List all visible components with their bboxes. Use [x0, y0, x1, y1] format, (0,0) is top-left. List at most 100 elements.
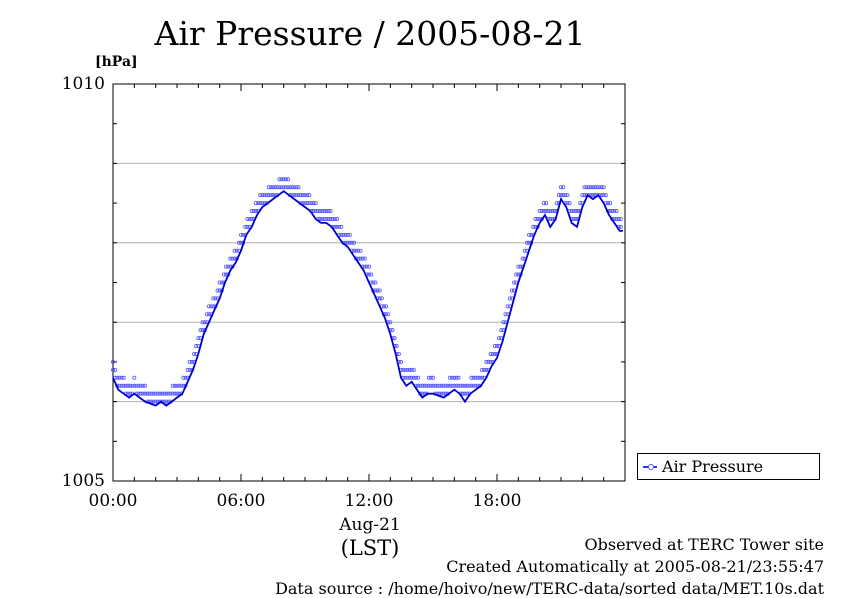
data-point	[527, 240, 532, 245]
data-point	[373, 288, 378, 293]
data-point	[217, 288, 222, 293]
data-point	[277, 177, 282, 182]
data-point	[345, 240, 350, 245]
x-tick-1200: 12:00	[344, 491, 394, 511]
data-point	[339, 232, 344, 237]
legend-entry-air-pressure: Air Pressure	[662, 457, 764, 476]
data-point	[132, 383, 137, 388]
data-point	[305, 193, 310, 198]
data-point	[578, 201, 583, 206]
data-point	[556, 193, 561, 198]
data-point	[375, 288, 380, 293]
data-point	[573, 216, 578, 221]
data-point	[317, 216, 322, 221]
data-point	[224, 264, 229, 269]
data-point	[288, 185, 293, 190]
data-point	[552, 209, 557, 214]
data-point	[584, 185, 589, 190]
data-point	[371, 280, 376, 285]
data-point	[486, 359, 491, 364]
data-point	[618, 216, 623, 221]
data-point	[565, 193, 570, 198]
data-point	[569, 209, 574, 214]
y-tick-min: 1005	[61, 471, 105, 491]
data-point	[117, 375, 122, 380]
data-point	[373, 280, 378, 285]
data-point	[187, 359, 192, 364]
data-point	[181, 375, 186, 380]
footer-source: Data source : /home/hoivo/new/TERC-data/…	[275, 579, 824, 598]
data-point	[196, 336, 201, 341]
data-point	[339, 224, 344, 229]
data-point	[384, 304, 389, 309]
data-point	[608, 201, 613, 206]
data-point	[550, 209, 555, 214]
data-point	[128, 391, 133, 396]
data-point	[245, 216, 250, 221]
data-point	[456, 383, 461, 388]
data-point	[264, 193, 269, 198]
data-point	[420, 383, 425, 388]
data-point	[366, 272, 371, 277]
data-point	[151, 399, 156, 404]
data-point	[232, 248, 237, 253]
data-point	[258, 201, 263, 206]
data-point	[302, 193, 307, 198]
data-point	[258, 193, 263, 198]
data-point	[450, 383, 455, 388]
data-point	[445, 383, 450, 388]
data-point	[324, 216, 329, 221]
data-point	[302, 201, 307, 206]
data-point	[403, 375, 408, 380]
data-point	[544, 201, 549, 206]
x-tick-0600: 06:00	[216, 491, 266, 511]
data-point	[268, 185, 273, 190]
data-point	[309, 201, 314, 206]
data-point	[561, 193, 566, 198]
data-point	[111, 359, 116, 364]
data-point	[576, 209, 581, 214]
data-point	[283, 177, 288, 182]
data-point	[616, 216, 621, 221]
data-point	[413, 375, 418, 380]
data-point	[328, 216, 333, 221]
data-point	[142, 391, 147, 396]
data-point	[134, 383, 139, 388]
data-point	[430, 383, 435, 388]
data-point	[403, 367, 408, 372]
data-point	[200, 320, 205, 325]
data-point	[460, 391, 465, 396]
data-point	[125, 391, 130, 396]
x-tick-0000: 00:00	[88, 491, 138, 511]
y-axis-unit: [hPa]	[95, 54, 138, 70]
data-point	[401, 367, 406, 372]
data-point	[499, 328, 504, 333]
data-point	[599, 185, 604, 190]
data-point	[219, 280, 224, 285]
data-point	[168, 391, 173, 396]
data-point	[527, 232, 532, 237]
data-point	[516, 264, 521, 269]
data-point	[588, 185, 593, 190]
data-point	[149, 391, 154, 396]
data-point	[172, 383, 177, 388]
data-point	[332, 224, 337, 229]
data-point	[369, 272, 374, 277]
data-point	[418, 383, 423, 388]
data-point	[170, 383, 175, 388]
data-point	[347, 240, 352, 245]
data-point	[215, 288, 220, 293]
data-point	[471, 383, 476, 388]
data-point	[138, 383, 143, 388]
data-point	[142, 383, 147, 388]
data-point	[179, 383, 184, 388]
data-point	[462, 383, 467, 388]
data-point	[514, 272, 519, 277]
data-point	[294, 185, 299, 190]
data-point	[273, 185, 278, 190]
data-point	[437, 383, 442, 388]
data-point	[230, 256, 235, 261]
data-point	[162, 391, 167, 396]
data-point	[539, 209, 544, 214]
